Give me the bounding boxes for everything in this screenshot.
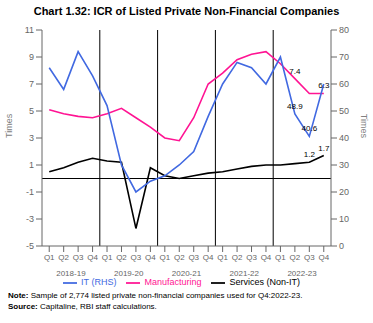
svg-text:Q4: Q4 bbox=[318, 253, 329, 262]
svg-text:10: 10 bbox=[339, 214, 349, 224]
svg-text:Q4: Q4 bbox=[203, 253, 214, 262]
svg-text:Q1: Q1 bbox=[275, 253, 286, 262]
svg-text:1: 1 bbox=[29, 160, 34, 170]
svg-text:Q1: Q1 bbox=[102, 253, 113, 262]
svg-text:9: 9 bbox=[29, 52, 34, 62]
svg-text:5: 5 bbox=[29, 106, 34, 116]
svg-text:Q3: Q3 bbox=[73, 253, 84, 262]
svg-text:Q3: Q3 bbox=[246, 253, 257, 262]
svg-text:Times: Times bbox=[359, 114, 365, 139]
svg-text:Q2: Q2 bbox=[116, 253, 127, 262]
svg-text:Q2: Q2 bbox=[290, 253, 301, 262]
svg-text:-1: -1 bbox=[26, 187, 34, 197]
svg-text:Q4: Q4 bbox=[145, 253, 156, 262]
svg-text:11: 11 bbox=[25, 25, 34, 35]
svg-text:20: 20 bbox=[339, 187, 349, 197]
svg-text:0: 0 bbox=[339, 241, 344, 251]
html-text:Manufacturing: Manufacturing bbox=[144, 277, 202, 288]
svg-text:30: 30 bbox=[339, 160, 349, 170]
svg-text:Q2: Q2 bbox=[58, 253, 69, 262]
svg-text:6.3: 6.3 bbox=[318, 81, 330, 90]
svg-text:80: 80 bbox=[339, 25, 349, 35]
svg-text:-3: -3 bbox=[26, 214, 34, 224]
svg-text:50: 50 bbox=[339, 106, 349, 116]
svg-text:3: 3 bbox=[29, 133, 34, 143]
svg-text:-5: -5 bbox=[26, 241, 34, 251]
svg-text:40.6: 40.6 bbox=[302, 124, 318, 133]
svg-text:2022-23: 2022-23 bbox=[287, 269, 317, 278]
svg-text:60: 60 bbox=[339, 79, 349, 89]
svg-text:40: 40 bbox=[339, 133, 349, 143]
html-text:Services (Non-IT): Services (Non-IT) bbox=[229, 277, 300, 288]
svg-text:Q3: Q3 bbox=[304, 253, 315, 262]
html-text:IT (RHS): IT (RHS) bbox=[81, 277, 117, 288]
svg-text:Times: Times bbox=[8, 113, 14, 138]
svg-text:2018-19: 2018-19 bbox=[56, 269, 86, 278]
html-text:Source: Capitaline, RBI staff: Source: Capitaline, RBI staff calculatio… bbox=[8, 302, 157, 311]
svg-text:Q1: Q1 bbox=[44, 253, 55, 262]
svg-text:70: 70 bbox=[339, 52, 349, 62]
svg-text:Q4: Q4 bbox=[87, 253, 98, 262]
html-text:Note: Sample of 2,774 listed p: Note: Sample of 2,774 listed private non… bbox=[8, 291, 303, 300]
svg-text:Q1: Q1 bbox=[217, 253, 228, 262]
svg-text:1.7: 1.7 bbox=[318, 144, 330, 153]
svg-text:1.2: 1.2 bbox=[304, 150, 316, 159]
svg-text:Q2: Q2 bbox=[232, 253, 243, 262]
svg-text:7: 7 bbox=[29, 79, 34, 89]
svg-text:2020-21: 2020-21 bbox=[172, 269, 202, 278]
svg-text:48.9: 48.9 bbox=[287, 102, 303, 111]
svg-text:Q3: Q3 bbox=[188, 253, 199, 262]
svg-text:Q1: Q1 bbox=[159, 253, 170, 262]
html-text:Chart 1.32: ICR of Listed Priv: Chart 1.32: ICR of Listed Private Non-Fi… bbox=[33, 5, 340, 17]
svg-text:Q2: Q2 bbox=[174, 253, 185, 262]
svg-text:2019-20: 2019-20 bbox=[114, 269, 144, 278]
svg-text:Q3: Q3 bbox=[131, 253, 142, 262]
svg-text:7.4: 7.4 bbox=[289, 67, 301, 76]
svg-text:Q4: Q4 bbox=[261, 253, 272, 262]
svg-text:2021-22: 2021-22 bbox=[230, 269, 260, 278]
